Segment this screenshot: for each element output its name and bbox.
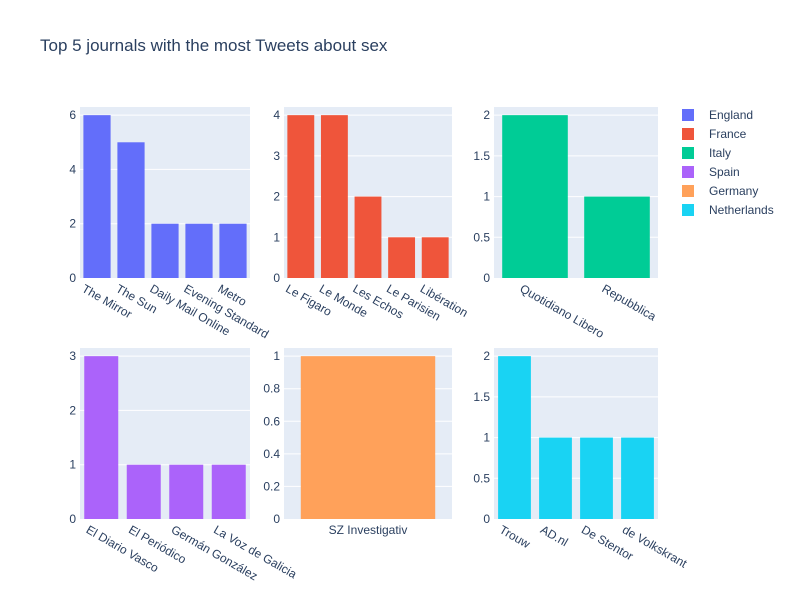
legend-swatch <box>682 166 694 178</box>
bar-ad-nl[interactable] <box>539 437 572 519</box>
subplot-germany: 0 0.2 0.4 0.6 0.8 1 SZ Investigativ <box>263 348 452 537</box>
legend-label: Italy <box>709 146 731 160</box>
legend-swatch <box>682 128 694 140</box>
bar-sz-investigativ[interactable] <box>300 356 436 519</box>
y-tick-label: 0 <box>69 512 76 526</box>
y-tick-label: 0.8 <box>263 382 280 396</box>
bar-metro[interactable] <box>219 223 247 278</box>
legend-item-netherlands[interactable]: Netherlands <box>682 203 774 217</box>
y-tick-label: 0.6 <box>263 414 280 428</box>
legend-item-spain[interactable]: Spain <box>682 165 740 179</box>
y-tick-label: 2 <box>483 108 490 122</box>
bar-les-echos[interactable] <box>354 196 382 278</box>
bar-le-parisien[interactable] <box>388 237 416 278</box>
legend[interactable]: England France Italy Spain Germany Netherland… <box>682 108 774 217</box>
legend-label: Netherlands <box>709 203 774 217</box>
bar-de-stentor[interactable] <box>580 437 613 519</box>
y-tick-label: 0.5 <box>473 471 490 485</box>
y-tick-label: 4 <box>69 162 76 176</box>
legend-item-england[interactable]: England <box>682 108 753 122</box>
legend-label: Spain <box>709 165 740 179</box>
bar-le-monde[interactable] <box>320 115 348 279</box>
y-tick-label: 2 <box>273 190 280 204</box>
y-tick-label: 0.5 <box>473 230 490 244</box>
y-tick-label: 0 <box>483 271 490 285</box>
bar-el-periodico[interactable] <box>126 464 161 519</box>
y-tick-label: 3 <box>273 149 280 163</box>
legend-item-germany[interactable]: Germany <box>682 184 758 198</box>
legend-label: Germany <box>709 184 758 198</box>
y-tick-label: 1.5 <box>473 390 490 404</box>
legend-swatch <box>682 147 694 159</box>
y-tick-label: 0.2 <box>263 479 280 493</box>
legend-item-italy[interactable]: Italy <box>682 146 731 160</box>
legend-swatch <box>682 204 694 216</box>
bar-le-figaro[interactable] <box>287 115 315 279</box>
y-tick-label: 1 <box>483 190 490 204</box>
y-tick-label: 2 <box>69 403 76 417</box>
y-tick-label: 3 <box>69 349 76 363</box>
y-tick-label: 6 <box>69 108 76 122</box>
bar-trouw[interactable] <box>498 356 531 519</box>
y-tick-label: 0 <box>273 271 280 285</box>
y-tick-label: 0.4 <box>263 447 280 461</box>
bar-de-volkskrant[interactable] <box>621 437 654 519</box>
y-tick-label: 2 <box>69 217 76 231</box>
y-tick-label: 4 <box>273 108 280 122</box>
legend-label: England <box>709 108 753 122</box>
y-tick-label: 1.5 <box>473 149 490 163</box>
y-tick-label: 1 <box>69 458 76 472</box>
bar-repubblica[interactable] <box>584 196 650 278</box>
legend-item-france[interactable]: France <box>682 127 747 141</box>
y-tick-label: 1 <box>273 230 280 244</box>
bar-liberation[interactable] <box>421 237 449 278</box>
y-tick-label: 0 <box>273 512 280 526</box>
bar-german-gonzalez[interactable] <box>169 464 204 519</box>
x-tick-label: SZ Investigativ <box>329 523 408 537</box>
bar-evening-standard[interactable] <box>185 223 213 278</box>
bar-the-sun[interactable] <box>117 142 145 278</box>
legend-swatch <box>682 109 694 121</box>
bar-la-voz-de-galicia[interactable] <box>211 464 246 519</box>
bar-el-diario-vasco[interactable] <box>84 356 119 519</box>
y-tick-label: 1 <box>483 431 490 445</box>
y-tick-label: 2 <box>483 349 490 363</box>
bar-daily-mail-online[interactable] <box>151 223 179 278</box>
y-tick-label: 0 <box>483 512 490 526</box>
bar-the-mirror[interactable] <box>83 115 111 279</box>
legend-swatch <box>682 185 694 197</box>
y-tick-label: 0 <box>69 271 76 285</box>
bar-quotidiano-libero[interactable] <box>502 115 568 279</box>
legend-label: France <box>709 127 747 141</box>
y-tick-label: 1 <box>273 349 280 363</box>
chart-title: Top 5 journals with the most Tweets abou… <box>40 36 388 55</box>
